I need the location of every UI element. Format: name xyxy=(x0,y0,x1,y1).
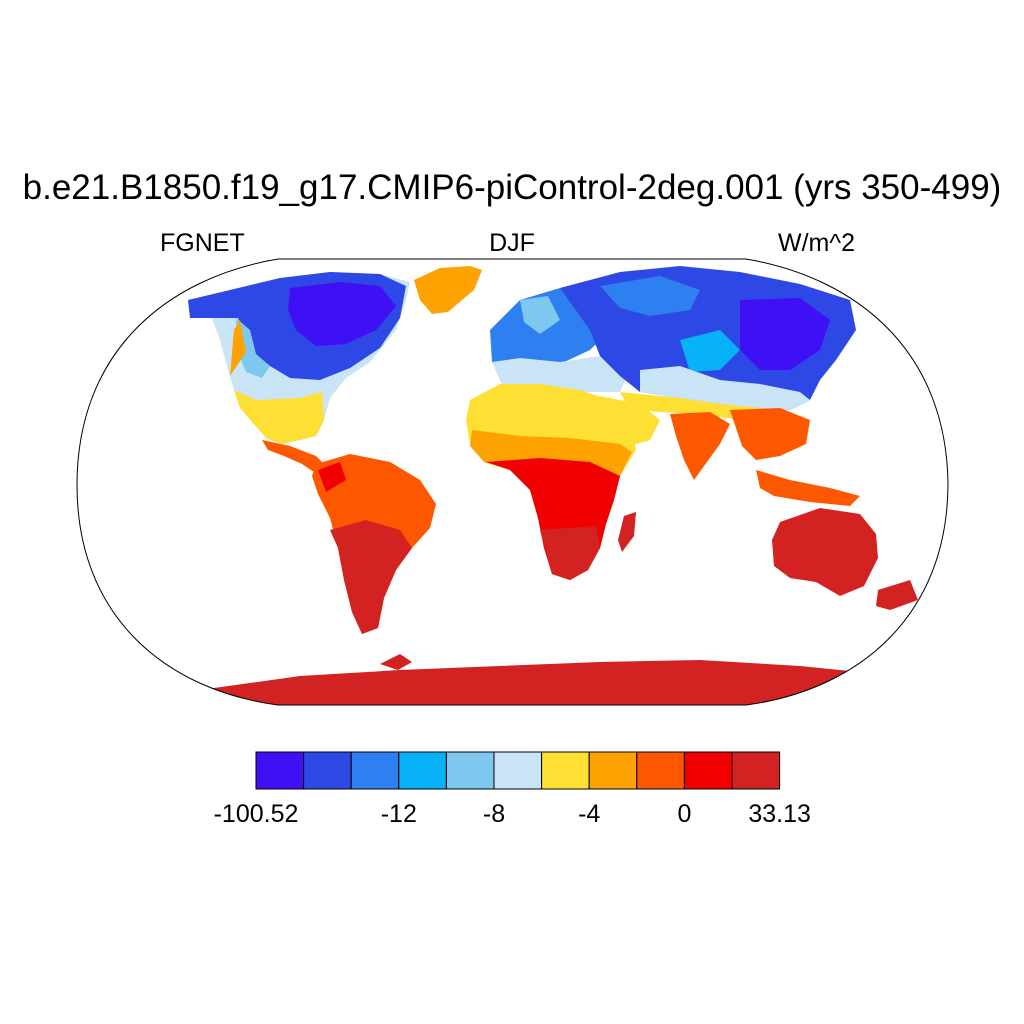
colorbar-box xyxy=(255,751,305,790)
colorbar-label: -100.52 xyxy=(214,800,299,828)
colorbar-box xyxy=(731,751,781,790)
central-america xyxy=(262,440,330,476)
australia xyxy=(772,508,878,596)
colorbar-label: -4 xyxy=(578,800,600,828)
plot-title: b.e21.B1850.f19_g17.CMIP6-piControl-2deg… xyxy=(22,168,1002,207)
variable-label: FGNET xyxy=(160,229,245,257)
madagascar xyxy=(618,512,636,552)
arabia xyxy=(600,396,660,446)
colorbar-box xyxy=(303,751,352,790)
map-frame xyxy=(76,258,949,706)
units-label: W/m^2 xyxy=(778,229,856,257)
southeast-asia xyxy=(730,408,810,460)
colorbar-label: 0 xyxy=(677,800,691,828)
colorbar-label: -8 xyxy=(483,800,505,828)
colorbar-box xyxy=(588,751,638,790)
colorbar-box xyxy=(493,751,543,790)
colorbar-box xyxy=(445,751,495,790)
colorbar-box xyxy=(636,751,685,790)
colorbar-box xyxy=(398,751,447,790)
india xyxy=(670,412,730,480)
greenland xyxy=(414,266,482,314)
antarctica xyxy=(80,660,940,705)
colorbar-label: -12 xyxy=(381,800,417,828)
colorbar-box xyxy=(683,751,733,790)
colorbar-label: 33.13 xyxy=(748,800,811,828)
colorbar-box xyxy=(350,751,400,790)
season-label: DJF xyxy=(489,229,535,257)
colorbar-box xyxy=(541,751,590,790)
